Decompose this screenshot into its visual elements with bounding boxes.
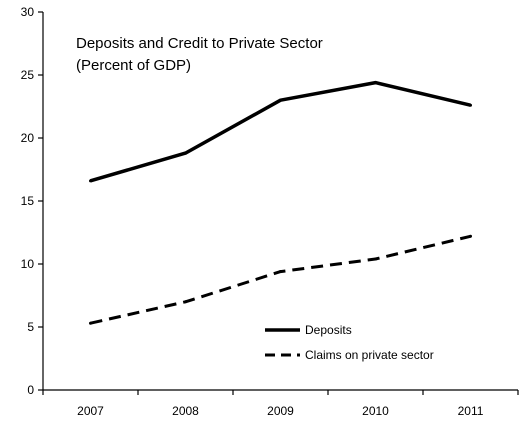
y-tick-label: 0 [27, 383, 34, 397]
data-point-claims [374, 257, 377, 261]
series-line-deposits [90, 80, 471, 183]
y-tick-label: 20 [21, 131, 35, 145]
legend-label: Deposits [305, 323, 352, 337]
y-tick-label: 15 [21, 194, 35, 208]
data-point-deposits [469, 103, 472, 107]
data-point-deposits [184, 151, 187, 155]
y-tick-label: 10 [21, 257, 35, 271]
chart-subtitle: (Percent of GDP) [76, 57, 191, 74]
legend-label: Claims on private sector [305, 348, 434, 362]
plot-area: 0 5 10 15 20 25 30 2007 2008 2009 2010 2011 [21, 5, 519, 418]
x-tick-label: 2010 [362, 404, 389, 418]
data-point-claims [279, 270, 282, 274]
data-point-claims [469, 234, 472, 238]
x-tick-label: 2007 [77, 404, 104, 418]
data-point-deposits [89, 179, 92, 183]
y-tick-label: 5 [27, 320, 34, 334]
series-line-claims [90, 234, 471, 325]
chart-title: Deposits and Credit to Private Sector [76, 35, 323, 52]
x-tick-label: 2008 [172, 404, 199, 418]
x-tick-label: 2009 [267, 404, 294, 418]
data-point-claims [89, 321, 92, 325]
data-point-claims [184, 300, 187, 304]
legend: Deposits Claims on private sector [265, 323, 434, 362]
y-tick-label: 30 [21, 5, 35, 19]
data-point-deposits [279, 98, 282, 102]
series-layer [89, 80, 472, 325]
x-tick-label: 2011 [458, 404, 484, 418]
data-point-deposits [374, 81, 377, 85]
y-tick-label: 25 [21, 68, 35, 82]
